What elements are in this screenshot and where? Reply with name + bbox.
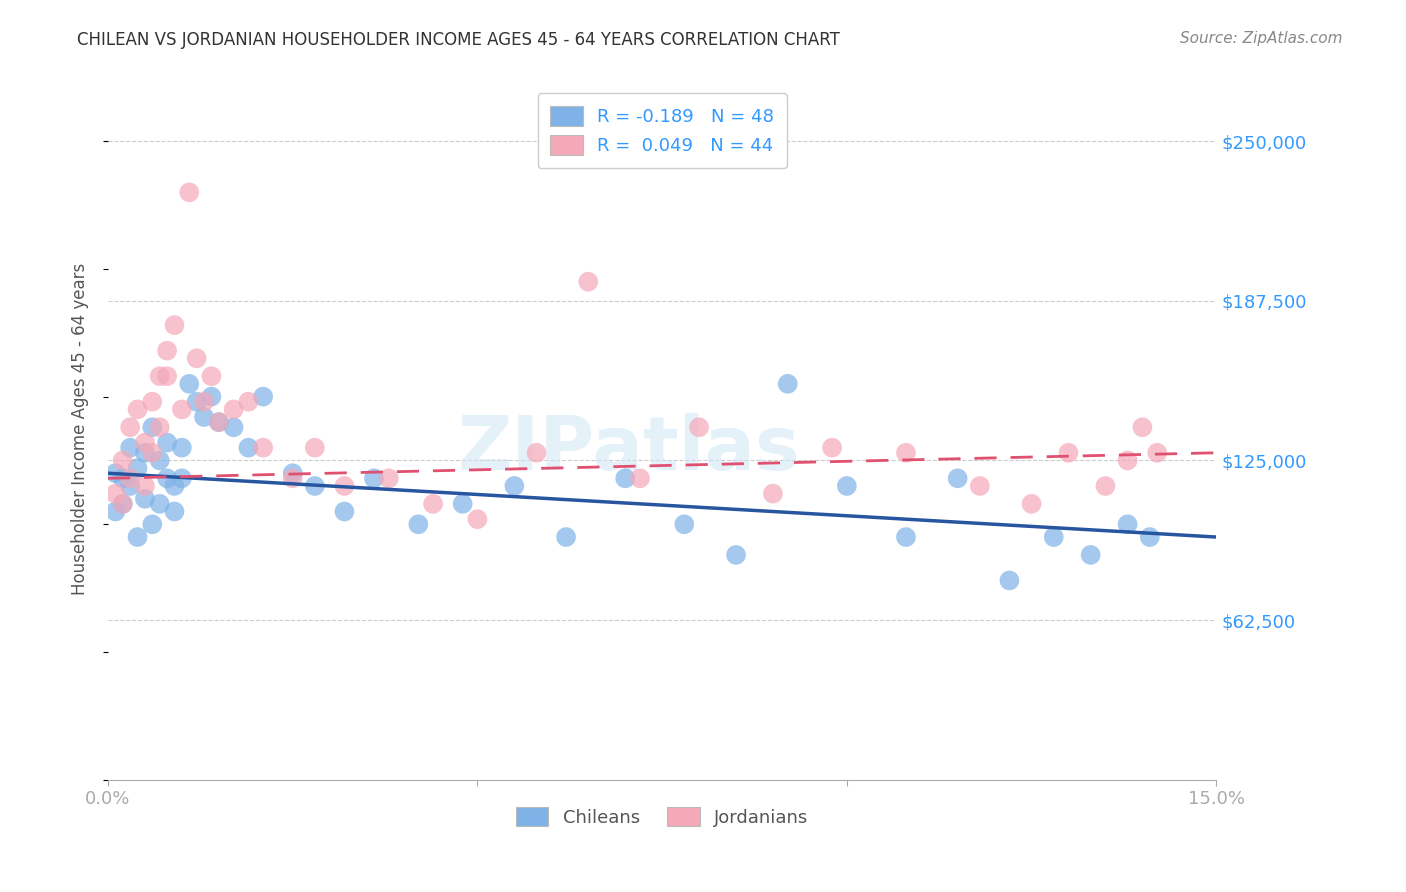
Point xyxy=(762,486,785,500)
Point xyxy=(238,441,260,455)
Point xyxy=(141,446,163,460)
Point xyxy=(969,479,991,493)
Point xyxy=(111,471,134,485)
Point xyxy=(503,479,526,493)
Point xyxy=(408,517,430,532)
Point xyxy=(170,471,193,485)
Point xyxy=(127,461,149,475)
Point xyxy=(614,471,637,485)
Point xyxy=(1146,446,1168,460)
Point xyxy=(281,467,304,481)
Point xyxy=(193,410,215,425)
Point xyxy=(894,530,917,544)
Point xyxy=(127,402,149,417)
Point xyxy=(193,394,215,409)
Point xyxy=(156,471,179,485)
Point xyxy=(186,394,208,409)
Point xyxy=(163,504,186,518)
Point xyxy=(333,479,356,493)
Point xyxy=(673,517,696,532)
Point xyxy=(186,351,208,366)
Point xyxy=(149,453,172,467)
Point xyxy=(1021,497,1043,511)
Point xyxy=(163,479,186,493)
Point xyxy=(238,394,260,409)
Point xyxy=(628,471,651,485)
Point xyxy=(120,471,142,485)
Point xyxy=(149,497,172,511)
Text: Source: ZipAtlas.com: Source: ZipAtlas.com xyxy=(1180,31,1343,46)
Point xyxy=(208,415,231,429)
Point xyxy=(724,548,747,562)
Point xyxy=(104,467,127,481)
Point xyxy=(1094,479,1116,493)
Y-axis label: Householder Income Ages 45 - 64 years: Householder Income Ages 45 - 64 years xyxy=(72,262,89,595)
Point xyxy=(208,415,231,429)
Point xyxy=(134,435,156,450)
Point xyxy=(998,574,1021,588)
Point xyxy=(179,376,201,391)
Point xyxy=(134,446,156,460)
Point xyxy=(304,441,326,455)
Point xyxy=(1080,548,1102,562)
Point xyxy=(134,479,156,493)
Point xyxy=(576,275,599,289)
Point xyxy=(141,517,163,532)
Point xyxy=(555,530,578,544)
Point xyxy=(894,446,917,460)
Point xyxy=(104,504,127,518)
Point xyxy=(156,435,179,450)
Point xyxy=(134,491,156,506)
Point xyxy=(835,479,858,493)
Point xyxy=(467,512,489,526)
Point xyxy=(149,369,172,384)
Point xyxy=(111,497,134,511)
Point xyxy=(252,390,274,404)
Point xyxy=(1116,453,1139,467)
Text: ZIPatlas: ZIPatlas xyxy=(457,413,800,486)
Legend: Chileans, Jordanians: Chileans, Jordanians xyxy=(509,799,815,834)
Point xyxy=(422,497,444,511)
Point xyxy=(222,402,245,417)
Point xyxy=(179,186,201,200)
Point xyxy=(252,441,274,455)
Point xyxy=(776,376,799,391)
Point xyxy=(156,369,179,384)
Point xyxy=(111,497,134,511)
Point xyxy=(127,530,149,544)
Point xyxy=(141,394,163,409)
Point xyxy=(200,369,222,384)
Point xyxy=(281,471,304,485)
Point xyxy=(526,446,548,460)
Point xyxy=(451,497,474,511)
Text: CHILEAN VS JORDANIAN HOUSEHOLDER INCOME AGES 45 - 64 YEARS CORRELATION CHART: CHILEAN VS JORDANIAN HOUSEHOLDER INCOME … xyxy=(77,31,841,49)
Point xyxy=(163,318,186,332)
Point xyxy=(333,504,356,518)
Point xyxy=(1139,530,1161,544)
Point xyxy=(821,441,844,455)
Point xyxy=(1042,530,1064,544)
Point xyxy=(377,471,399,485)
Point xyxy=(156,343,179,358)
Point xyxy=(170,441,193,455)
Point xyxy=(1132,420,1154,434)
Point xyxy=(141,420,163,434)
Point xyxy=(946,471,969,485)
Point xyxy=(200,390,222,404)
Point xyxy=(363,471,385,485)
Point xyxy=(304,479,326,493)
Point xyxy=(1116,517,1139,532)
Point xyxy=(149,420,172,434)
Point xyxy=(688,420,710,434)
Point xyxy=(170,402,193,417)
Point xyxy=(120,479,142,493)
Point xyxy=(120,441,142,455)
Point xyxy=(111,453,134,467)
Point xyxy=(1057,446,1080,460)
Point xyxy=(120,420,142,434)
Point xyxy=(222,420,245,434)
Point xyxy=(104,486,127,500)
